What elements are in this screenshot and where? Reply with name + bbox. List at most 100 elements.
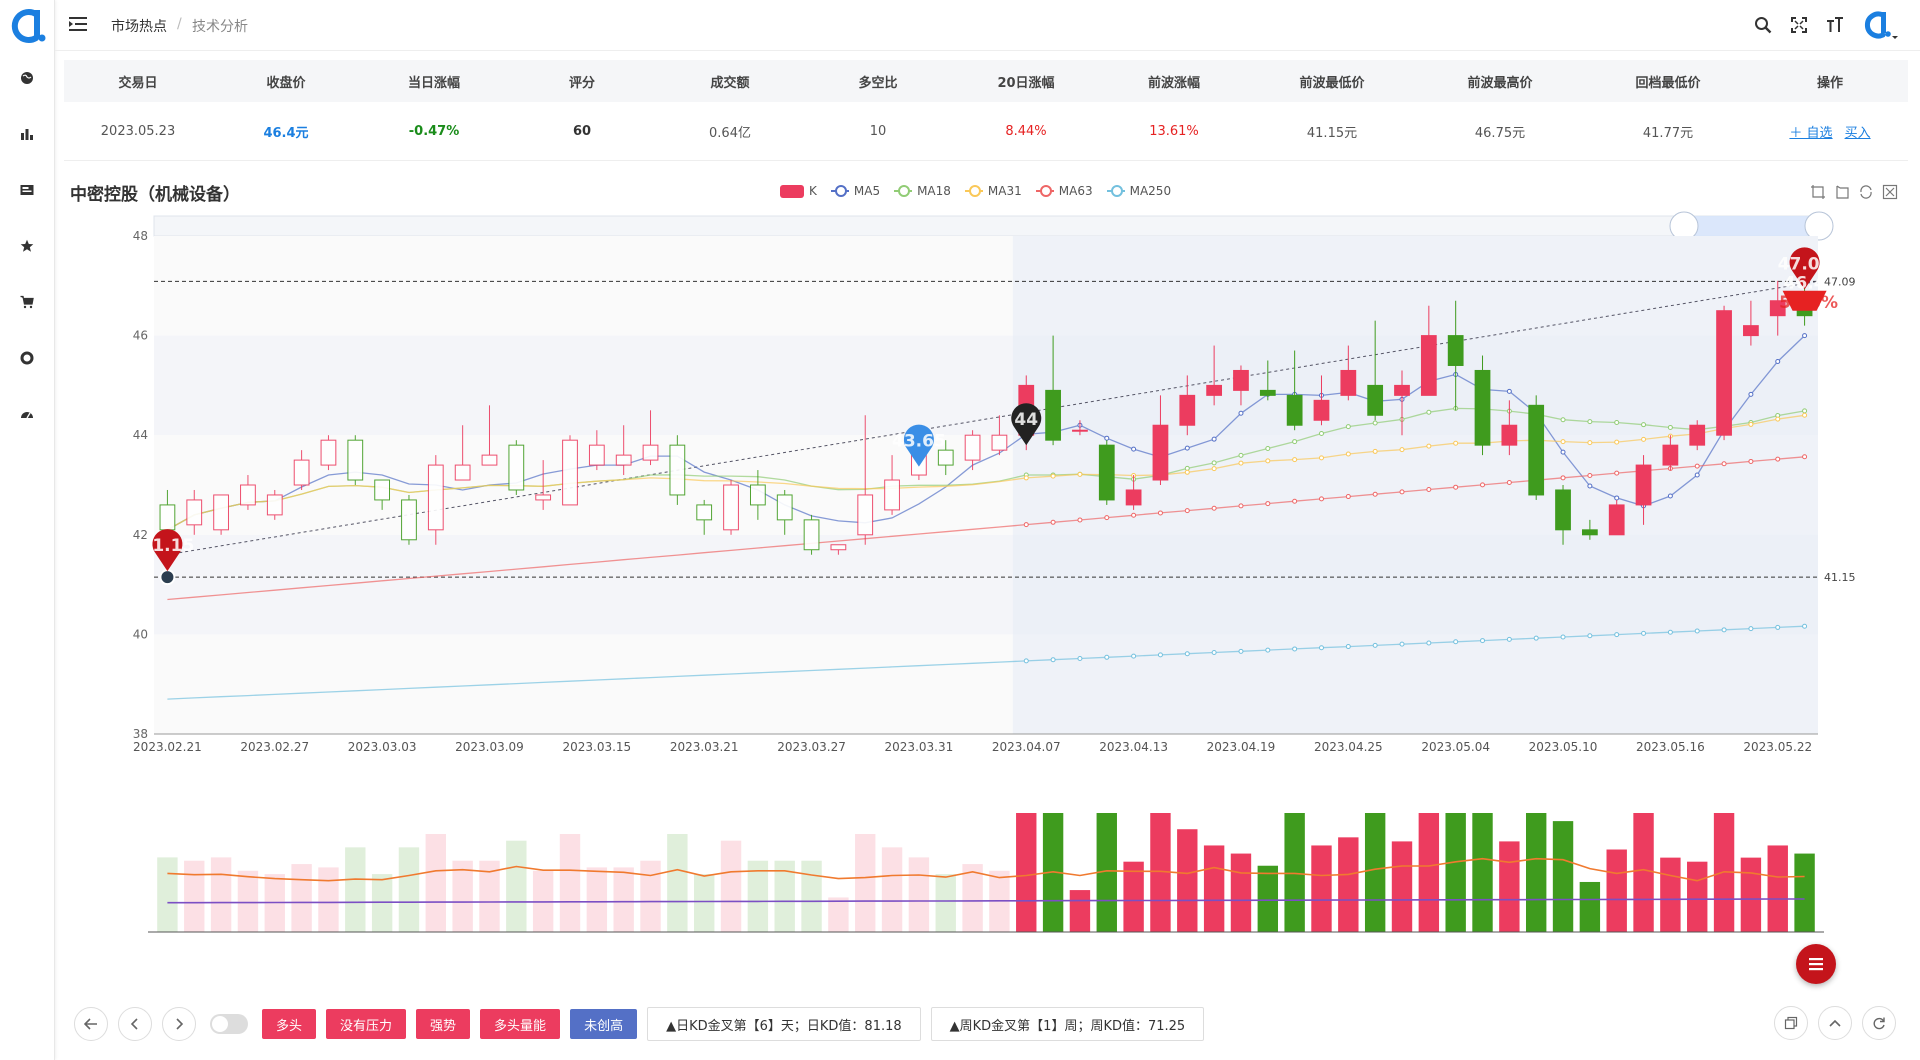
copy-icon[interactable] [1774, 1006, 1808, 1040]
volume-bar [586, 867, 608, 932]
download-icon[interactable] [1882, 184, 1898, 200]
legend-item-ma5[interactable]: MA5 [830, 184, 880, 198]
candle-body [642, 444, 659, 461]
ma63-point [1050, 519, 1056, 525]
candle-body [1313, 399, 1330, 421]
zoom-select-icon[interactable] [1810, 184, 1826, 200]
buy-link[interactable]: 买入 [1844, 125, 1871, 141]
ma63-point [1345, 494, 1351, 500]
legend-item-ma250[interactable]: MA250 [1106, 184, 1171, 198]
ma250-point [1131, 653, 1137, 659]
volume-bar [1633, 813, 1654, 932]
card-icon[interactable] [17, 180, 37, 200]
cart-icon[interactable] [17, 292, 37, 312]
dashboard-icon[interactable] [17, 404, 37, 424]
app-logo[interactable] [8, 6, 48, 46]
candle-body [213, 494, 229, 531]
candle-body [723, 484, 739, 531]
ma63-point [1587, 472, 1593, 478]
fullscreen-icon[interactable] [1788, 14, 1810, 36]
volume-bar [237, 870, 259, 932]
search-icon[interactable] [1752, 14, 1774, 36]
ma5-point [1667, 493, 1673, 499]
volume-bar [1230, 853, 1252, 932]
volume-bar [908, 857, 930, 932]
volume-bar [371, 874, 393, 932]
volume-bar [881, 847, 903, 932]
datazoom-selection [1693, 216, 1818, 236]
scroll-top-icon[interactable] [1818, 1006, 1852, 1040]
volume-bar [345, 847, 366, 932]
y-tick-label: 48 [133, 229, 148, 243]
tag-no-pressure[interactable]: 没有压力 [326, 1009, 407, 1039]
ma250-point [1480, 638, 1486, 644]
volume-bar [1150, 813, 1171, 932]
candle [1367, 320, 1384, 421]
ma250-point [1372, 642, 1378, 648]
user-avatar[interactable] [1860, 11, 1900, 39]
next-button[interactable] [162, 1007, 196, 1041]
toggle-switch[interactable] [210, 1014, 248, 1034]
candle [1743, 300, 1759, 346]
floating-menu-button[interactable] [1796, 944, 1836, 984]
ma5-point [1694, 472, 1700, 478]
table-header: 交易日 收盘价 当日涨幅 评分 成交额 多空比 20日涨幅 前波涨幅 前波最低价… [64, 60, 1908, 102]
ma5-point [1560, 449, 1566, 455]
ma250-point [1641, 630, 1647, 636]
volume-bar [828, 897, 849, 932]
legend-item-ma63[interactable]: MA63 [1035, 184, 1093, 198]
volume-bar [1364, 813, 1386, 932]
ma31-point [1050, 473, 1056, 479]
ma250-point [1345, 644, 1351, 650]
candle [454, 425, 471, 481]
legend-item-ma31[interactable]: MA31 [964, 184, 1022, 198]
legend-ma63-label: MA63 [1058, 184, 1093, 198]
tag-bullish[interactable]: 多头 [262, 1009, 317, 1039]
ma5-point [1238, 410, 1244, 416]
restore-icon[interactable] [1858, 184, 1874, 200]
x-tick-label: 2023.03.31 [885, 740, 954, 754]
ma18-point [1345, 424, 1351, 430]
candle [1045, 335, 1061, 446]
marker-low: 41.15 [141, 529, 194, 572]
legend-k-swatch [780, 184, 804, 198]
volume-bar [1472, 813, 1493, 932]
tag-bull-volume[interactable]: 多头量能 [480, 1009, 561, 1039]
candle-body [374, 479, 391, 501]
prev-button[interactable] [118, 1007, 152, 1041]
candle-body [454, 464, 471, 481]
refresh-icon[interactable] [1862, 1006, 1896, 1040]
header-wave-change: 前波涨幅 [1147, 75, 1200, 91]
back-arrow-button[interactable] [74, 1007, 108, 1041]
candle-body [1259, 389, 1276, 396]
globe-icon[interactable] [17, 68, 37, 88]
tag-strong[interactable]: 强势 [416, 1009, 471, 1039]
ma63-point [1426, 487, 1432, 493]
legend-item-ma18[interactable]: MA18 [894, 184, 951, 198]
zoom-reset-icon[interactable] [1834, 184, 1850, 200]
candle-body [562, 439, 578, 506]
ma18-point [1614, 419, 1620, 425]
candle [1635, 455, 1652, 525]
cell-date: 2023.05.23 [100, 123, 176, 139]
cell-wave-high: 46.75元 [1474, 125, 1526, 141]
bar-chart-icon[interactable] [17, 124, 37, 144]
header-actions: 操作 [1816, 75, 1843, 91]
breadcrumb-market-hotspot[interactable]: 市场热点 [111, 19, 167, 35]
ma63-point [1506, 480, 1512, 486]
volume-bar [640, 860, 661, 932]
star-icon[interactable] [17, 236, 37, 256]
ma250-point [1292, 646, 1298, 652]
ma31-point [1211, 466, 1217, 472]
legend-item-k[interactable]: K [780, 184, 817, 198]
menu-toggle-icon[interactable] [69, 16, 87, 32]
header-wave-high: 前波最高价 [1467, 75, 1533, 91]
datazoom-track [153, 215, 1819, 237]
lifebuoy-icon[interactable] [17, 348, 37, 368]
add-watchlist-link[interactable]: ＋ 自选 [1789, 125, 1833, 141]
volume-bar [1552, 821, 1574, 932]
font-size-icon[interactable] [1824, 14, 1846, 36]
ma5-point [1614, 495, 1620, 501]
tag-no-new-high[interactable]: 未创高 [570, 1009, 638, 1039]
